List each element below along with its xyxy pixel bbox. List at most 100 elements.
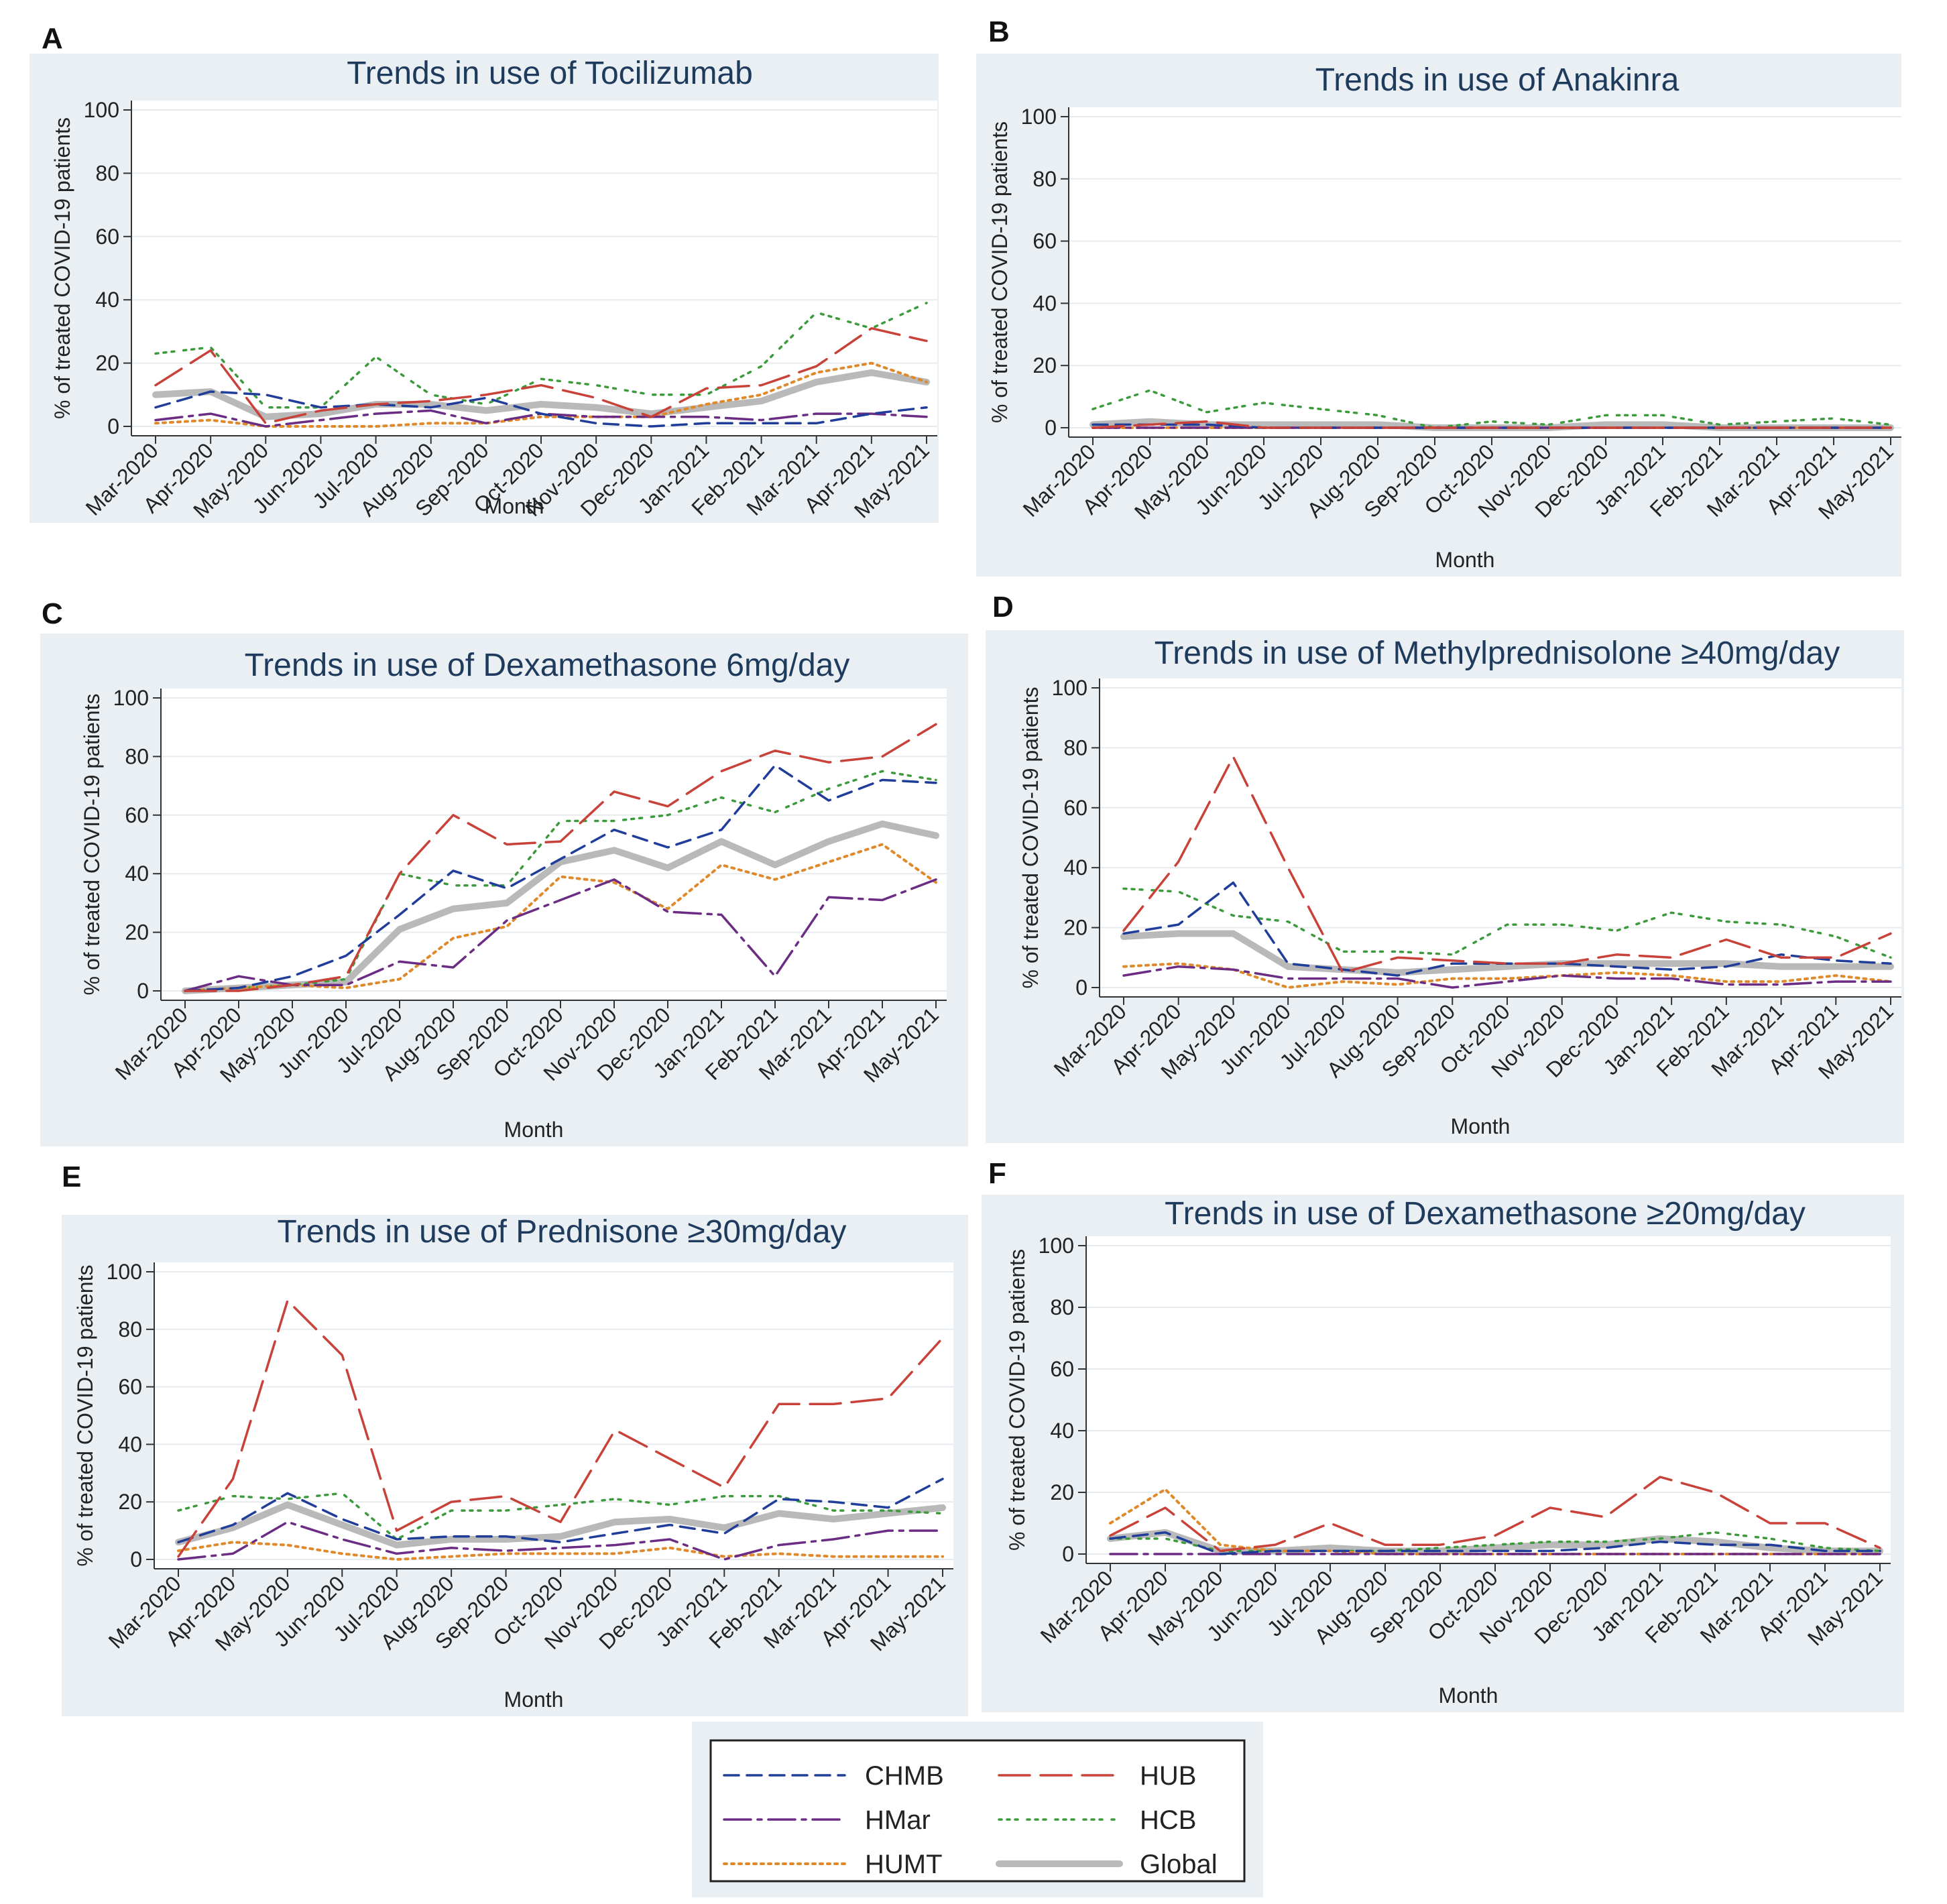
panel-e-series-humt [177, 1541, 944, 1561]
panel-a: A Trends in use of Tocilizumab 0 20 40 60 80 10… [30, 22, 939, 523]
panel-e-ytick-label: 100 [107, 1260, 142, 1284]
panel-f: F Trends in use of Dexamethasone ≥20mg/da… [982, 1157, 1904, 1712]
panel-e-series-hcb [177, 1492, 944, 1541]
panel-d-series-humt [1122, 962, 1892, 989]
panel-e-ytick-label: 0 [130, 1547, 142, 1571]
panel-a-ytick-label: 0 [107, 414, 119, 438]
panel-f-series-hub [1109, 1476, 1881, 1553]
panel-c-letter: C [42, 597, 63, 630]
legend-label-hub: HUB [1140, 1761, 1196, 1791]
panel-f-ytick-label: 60 [1050, 1357, 1074, 1381]
panel-e-plot-area [154, 1262, 953, 1569]
panel-e-xlabel: Month [504, 1687, 564, 1712]
panel-e-title: Trends in use of Prednisone ≥30mg/day [277, 1214, 846, 1250]
panel-c-series-hmar [184, 878, 937, 992]
panel-e-letter: E [62, 1161, 81, 1193]
panel-e-series-hub [177, 1299, 944, 1558]
panel-e-ytick-label: 40 [118, 1432, 142, 1456]
panel-b-ytick-label: 80 [1032, 167, 1057, 191]
panel-c-series-humt [184, 843, 937, 992]
panel-d-series-hmar [1122, 965, 1892, 989]
panel-f-ytick-label: 40 [1050, 1419, 1074, 1443]
panel-f-ytick-label: 0 [1062, 1542, 1074, 1566]
panel-c-series-global [182, 820, 939, 994]
panel-b-series-hub [1092, 420, 1892, 429]
panel-b-ytick-label: 20 [1032, 353, 1057, 377]
panel-a-title: Trends in use of Tocilizumab [347, 56, 753, 91]
panel-e-ytick-label: 60 [118, 1375, 142, 1399]
panel-f-ytick-label: 100 [1039, 1234, 1074, 1258]
panel-d-ytick-label: 100 [1052, 676, 1087, 700]
panel-f-ytick-label: 20 [1050, 1480, 1074, 1504]
panel-f-letter: F [988, 1157, 1006, 1190]
panel-e: E Trends in use of Prednisone ≥30mg/day 0 2… [62, 1161, 968, 1716]
panel-f-title: Trends in use of Dexamethasone ≥20mg/day [1165, 1196, 1806, 1232]
panel-d-ytick-label: 60 [1063, 796, 1087, 820]
panel-a-ytick-label: 20 [95, 351, 119, 375]
panel-d-series-hcb [1122, 887, 1892, 959]
panel-d-xlabel: Month [1451, 1114, 1511, 1138]
panel-c: C Trends in use of Dexamethasone 6mg/day 0… [40, 597, 968, 1146]
panel-f-xlabel: Month [1439, 1683, 1498, 1708]
panel-b-ylabel: % of treated COVID-19 patients [988, 121, 1012, 423]
panel-a-xlabel: Month [485, 494, 544, 518]
panel-d-ytick-label: 20 [1063, 916, 1087, 940]
panel-c-ytick-label: 100 [113, 686, 149, 710]
panel-d-ylabel: % of treated COVID-19 patients [1018, 687, 1043, 989]
panel-b-ytick-label: 40 [1032, 291, 1057, 315]
panel-e-series-hmar [177, 1521, 944, 1561]
panel-b-ytick-label: 100 [1021, 105, 1057, 129]
panel-f-series-chmb [1109, 1531, 1881, 1555]
panel-d: D Trends in use of Methylprednisolone ≥40… [986, 591, 1904, 1143]
panel-a-ytick-label: 100 [84, 98, 119, 122]
panel-c-ytick-label: 40 [125, 861, 149, 886]
legend-label-hmar: HMar [865, 1805, 931, 1835]
panel-e-series-global [175, 1501, 946, 1549]
panel-b-title: Trends in use of Anakinra [1315, 62, 1679, 98]
panel-d-series-global [1120, 930, 1894, 976]
panel-e-ylabel: % of treated COVID-19 patients [73, 1265, 97, 1567]
panel-c-xlabel: Month [504, 1118, 564, 1142]
panel-f-series-hcb [1109, 1531, 1881, 1553]
legend-label-hcb: HCB [1140, 1805, 1196, 1835]
panel-a-ytick-label: 60 [95, 225, 119, 249]
legend-label-global: Global [1140, 1850, 1218, 1879]
panel-c-series-chmb [184, 764, 937, 992]
panel-d-ytick-label: 80 [1063, 735, 1087, 760]
panel-c-ytick-label: 20 [125, 920, 149, 945]
panel-a-ytick-label: 80 [95, 161, 119, 185]
legend-label-humt: HUMT [865, 1850, 943, 1879]
panel-b-series-hcb [1092, 389, 1892, 429]
panel-a-series-hub [154, 326, 928, 425]
panel-c-ylabel: % of treated COVID-19 patients [80, 694, 104, 996]
panel-a-plot-area [131, 101, 937, 436]
panel-b-ytick-label: 60 [1032, 229, 1057, 253]
panel-e-series-chmb [177, 1478, 944, 1544]
panel-a-ylabel: % of treated COVID-19 patients [50, 117, 74, 419]
panel-b-ytick-label: 0 [1045, 416, 1057, 440]
panel-a-ytick-label: 40 [95, 288, 119, 312]
legend-box [709, 1739, 1246, 1883]
panel-d-series-hub [1122, 756, 1892, 974]
panel-a-letter: A [42, 22, 63, 55]
panel-d-series-chmb [1122, 881, 1892, 977]
legend-label-chmb: CHMB [865, 1761, 944, 1791]
panel-b-letter: B [988, 15, 1010, 48]
panel-c-title: Trends in use of Dexamethasone 6mg/day [245, 648, 850, 683]
panel-a-series-global [152, 369, 930, 420]
panel-b-xlabel: Month [1435, 548, 1495, 572]
panel-c-ytick-label: 80 [125, 744, 149, 768]
panel-d-title: Trends in use of Methylprednisolone ≥40m… [1155, 636, 1840, 671]
panel-f-ylabel: % of treated COVID-19 patients [1005, 1249, 1029, 1551]
panel-f-plot-area [1086, 1236, 1891, 1563]
panel-a-series-humt [154, 361, 928, 428]
panel-c-ytick-label: 0 [137, 979, 149, 1003]
panel-e-ytick-label: 80 [118, 1317, 142, 1342]
panel-a-series-chmb [154, 390, 928, 428]
panel-a-series-hcb [154, 302, 928, 409]
panel-b-plot-area [1069, 107, 1901, 437]
panel-d-letter: D [992, 591, 1014, 623]
legend: CHMB HUB HMar HCB HUMT Global [692, 1722, 1263, 1897]
